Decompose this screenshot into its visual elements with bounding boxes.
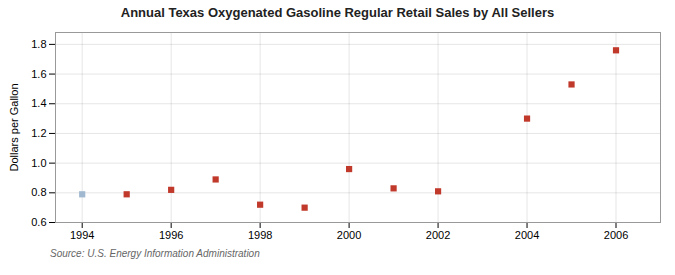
svg-text:1996: 1996 — [159, 229, 183, 241]
svg-text:2006: 2006 — [604, 229, 628, 241]
svg-text:2000: 2000 — [337, 229, 361, 241]
svg-text:2004: 2004 — [515, 229, 539, 241]
svg-text:1994: 1994 — [70, 229, 94, 241]
svg-text:2002: 2002 — [426, 229, 450, 241]
svg-text:0.6: 0.6 — [31, 216, 46, 228]
html-text:Annual Texas Oxygenated Gasoli: Annual Texas Oxygenated Gasoline Regular… — [120, 5, 555, 20]
svg-text:1998: 1998 — [248, 229, 272, 241]
svg-text:1.0: 1.0 — [31, 157, 46, 169]
html-text:Source: U.S. Energy Informatio: Source: U.S. Energy Information Administ… — [50, 248, 260, 259]
svg-text:1.6: 1.6 — [31, 68, 46, 80]
svg-text:1.4: 1.4 — [31, 97, 46, 109]
svg-text:1.2: 1.2 — [31, 127, 46, 139]
svg-text:0.8: 0.8 — [31, 186, 46, 198]
svg-text:Dollars per Gallon: Dollars per Gallon — [8, 83, 20, 171]
svg-text:1.8: 1.8 — [31, 38, 46, 50]
